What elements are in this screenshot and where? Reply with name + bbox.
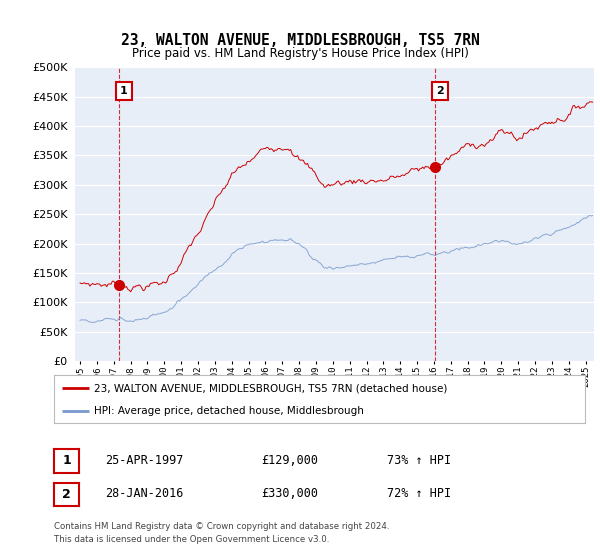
Text: 1: 1	[62, 454, 71, 468]
Text: 2: 2	[62, 488, 71, 501]
Text: 2: 2	[436, 86, 444, 96]
Text: 73% ↑ HPI: 73% ↑ HPI	[387, 454, 451, 467]
Text: Price paid vs. HM Land Registry's House Price Index (HPI): Price paid vs. HM Land Registry's House …	[131, 46, 469, 60]
Text: 23, WALTON AVENUE, MIDDLESBROUGH, TS5 7RN (detached house): 23, WALTON AVENUE, MIDDLESBROUGH, TS5 7R…	[94, 383, 447, 393]
Text: 72% ↑ HPI: 72% ↑ HPI	[387, 487, 451, 501]
Text: Contains HM Land Registry data © Crown copyright and database right 2024.
This d: Contains HM Land Registry data © Crown c…	[54, 522, 389, 544]
Text: 1: 1	[120, 86, 128, 96]
Text: 25-APR-1997: 25-APR-1997	[105, 454, 184, 467]
Text: 28-JAN-2016: 28-JAN-2016	[105, 487, 184, 501]
Text: 23, WALTON AVENUE, MIDDLESBROUGH, TS5 7RN: 23, WALTON AVENUE, MIDDLESBROUGH, TS5 7R…	[121, 34, 479, 48]
Text: £330,000: £330,000	[261, 487, 318, 501]
Text: HPI: Average price, detached house, Middlesbrough: HPI: Average price, detached house, Midd…	[94, 406, 364, 416]
Text: £129,000: £129,000	[261, 454, 318, 467]
